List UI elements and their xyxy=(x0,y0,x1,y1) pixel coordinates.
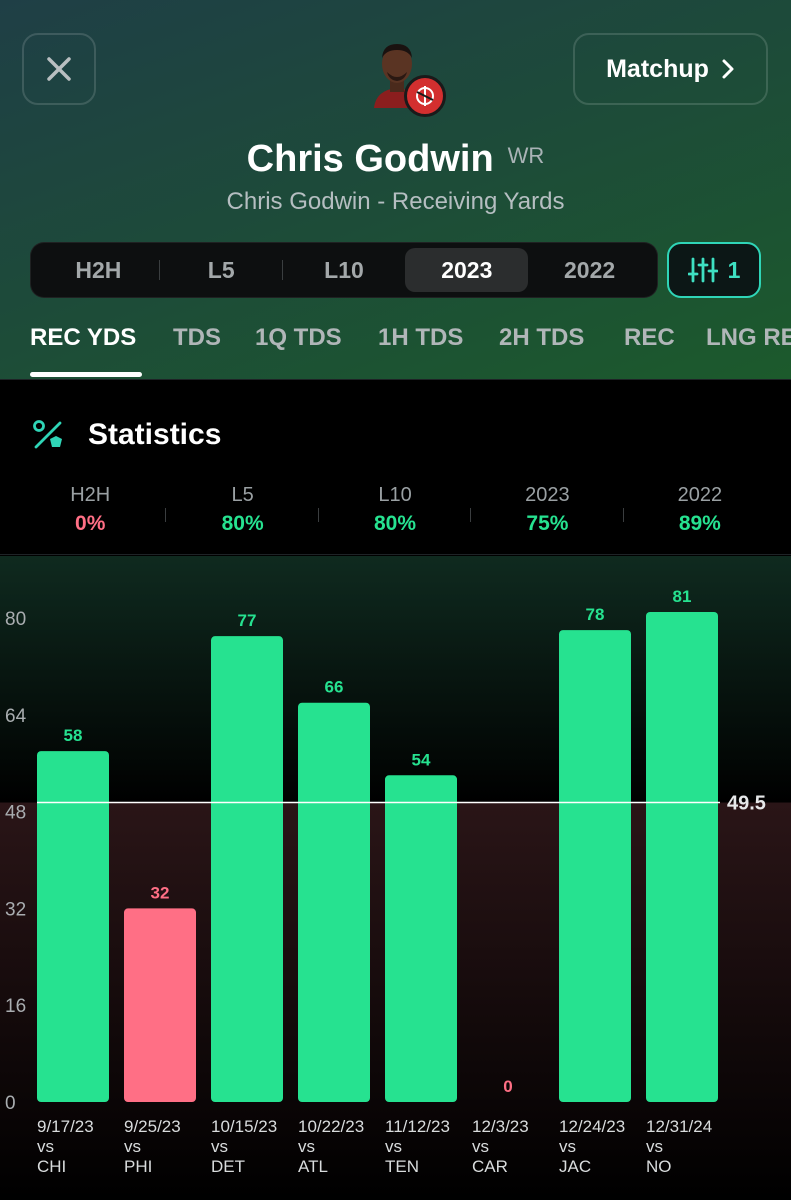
x-tick-label: TEN xyxy=(385,1157,419,1176)
segment-2022[interactable]: 2022 xyxy=(564,256,616,283)
x-tick-label: CHI xyxy=(37,1157,66,1176)
x-tick-label: 12/31/24 xyxy=(646,1117,712,1136)
y-tick-label: 0 xyxy=(5,1093,16,1114)
stat-value: 75% xyxy=(526,512,569,535)
x-tick-label: PHI xyxy=(124,1157,152,1176)
y-tick-label: 64 xyxy=(5,706,27,727)
player-header: Matchup Chris Godwin WR Chris Godwin - Re… xyxy=(0,0,791,380)
tab-lng-rec[interactable]: LNG REC xyxy=(706,324,791,351)
y-tick-label: 48 xyxy=(5,803,26,824)
tab-1h-tds[interactable]: 1H TDS xyxy=(378,324,464,351)
bar xyxy=(37,751,109,1102)
bar xyxy=(124,908,196,1102)
x-tick-label: ATL xyxy=(298,1157,328,1176)
segment-h2h[interactable]: H2H xyxy=(37,248,160,292)
y-tick-label: 16 xyxy=(5,996,26,1017)
x-tick-label: vs xyxy=(472,1137,489,1156)
active-tab-indicator xyxy=(30,372,142,377)
x-tick-label: 9/17/23 xyxy=(37,1117,94,1136)
bar xyxy=(211,636,283,1102)
data-label: 54 xyxy=(412,750,431,769)
stat-2022: 2022 89% xyxy=(624,484,776,544)
x-tick-label: 10/22/23 xyxy=(298,1117,364,1136)
y-tick-label: 80 xyxy=(5,609,26,630)
x-tick-label: DET xyxy=(211,1157,245,1176)
player-name: Chris Godwin xyxy=(246,138,494,180)
x-tick-label: vs xyxy=(559,1137,576,1156)
x-tick-label: 10/15/23 xyxy=(211,1117,277,1136)
bar xyxy=(559,630,631,1102)
x-tick-label: 12/24/23 xyxy=(559,1117,625,1136)
matchup-button[interactable]: Matchup xyxy=(573,33,768,105)
x-tick-label: 9/25/23 xyxy=(124,1117,181,1136)
close-button[interactable] xyxy=(22,33,96,105)
x-tick-label: 12/3/23 xyxy=(472,1117,529,1136)
chevron-right-icon xyxy=(722,59,734,79)
segment-l5[interactable]: L5 xyxy=(160,248,283,292)
x-tick-label: NO xyxy=(646,1157,672,1176)
data-label: 81 xyxy=(673,587,692,606)
matchup-label: Matchup xyxy=(606,54,709,83)
game-log-chart: 0 16 32 48 64 80 58 9/17/23 vs CHI 32 9/25/23 vs PHI 7… xyxy=(0,556,791,1200)
stats-summary: H2H 0% L5 80% L10 80% 2023 75% 2022 89% xyxy=(14,484,776,544)
stat-label: H2H xyxy=(70,484,111,506)
stat-label: L10 xyxy=(378,484,412,506)
data-label: 0 xyxy=(503,1077,512,1096)
filter-count: 1 xyxy=(727,256,741,283)
team-logo-icon xyxy=(404,75,446,117)
stat-l5: L5 80% xyxy=(166,484,320,544)
x-tick-label: CAR xyxy=(472,1157,508,1176)
range-segmented-control: H2H L5 L10 2023 2022 xyxy=(30,242,658,298)
data-label: 66 xyxy=(325,678,344,697)
tab-tds[interactable]: TDS xyxy=(173,324,221,351)
tab-2h-tds[interactable]: 2H TDS xyxy=(499,324,585,351)
bar xyxy=(646,611,718,1102)
x-tick-label: vs xyxy=(298,1137,315,1156)
stats-title: Statistics xyxy=(88,418,222,451)
stat-value: 80% xyxy=(374,512,417,535)
tab-1q-tds[interactable]: 1Q TDS xyxy=(255,324,342,351)
data-label: 32 xyxy=(151,883,170,902)
divider xyxy=(0,379,791,380)
filter-button[interactable]: 1 xyxy=(667,242,761,298)
threshold-label: 49.5 xyxy=(727,793,766,815)
player-position: WR xyxy=(507,143,545,168)
data-label: 78 xyxy=(586,605,605,624)
stat-label: 2022 xyxy=(677,484,723,506)
segment-l10[interactable]: L10 xyxy=(324,256,364,283)
player-name-row: Chris Godwin WR xyxy=(0,138,791,181)
data-label: 77 xyxy=(238,611,257,630)
stat-h2h: H2H 0% xyxy=(14,484,167,544)
sliders-icon xyxy=(687,257,718,283)
stat-value: 0% xyxy=(75,512,106,535)
data-label: 58 xyxy=(64,726,83,745)
x-tick-label: JAC xyxy=(559,1157,591,1176)
stats-header: Statistics xyxy=(32,418,221,452)
stat-2023: 2023 75% xyxy=(471,484,625,544)
segment-2023[interactable]: 2023 xyxy=(405,248,529,292)
x-tick-label: 11/12/23 xyxy=(385,1117,450,1136)
stat-value: 89% xyxy=(678,512,721,535)
x-tick-label: vs xyxy=(385,1137,402,1156)
x-tick-label: vs xyxy=(646,1137,663,1156)
x-tick-label: vs xyxy=(211,1137,228,1156)
close-icon xyxy=(47,57,71,81)
x-tick-label: vs xyxy=(124,1137,141,1156)
y-tick-label: 32 xyxy=(5,899,26,920)
player-avatar xyxy=(368,38,426,108)
divider xyxy=(0,554,791,555)
stat-value: 80% xyxy=(221,512,264,535)
bar xyxy=(298,702,370,1102)
stat-label: 2023 xyxy=(525,484,570,506)
stat-l10: L10 80% xyxy=(319,484,472,544)
bar-chart: 01632486480589/17/23vsCHI329/25/23vsPHI7… xyxy=(0,556,791,1200)
percent-icon xyxy=(33,420,62,449)
tab-rec-yds[interactable]: REC YDS xyxy=(30,324,137,351)
stat-tabs: REC YDS TDS 1Q TDS 1H TDS 2H TDS REC LNG… xyxy=(0,320,791,378)
stat-label: L5 xyxy=(231,484,254,506)
x-tick-label: vs xyxy=(37,1137,54,1156)
prop-subtitle: Chris Godwin - Receiving Yards xyxy=(226,188,565,215)
tab-rec[interactable]: REC xyxy=(624,324,675,351)
bar xyxy=(385,775,457,1102)
